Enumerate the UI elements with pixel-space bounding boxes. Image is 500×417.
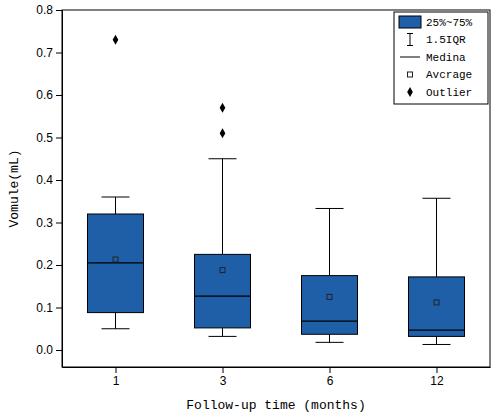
box <box>88 214 144 313</box>
box-group <box>88 35 144 329</box>
y-tick-label: 0.1 <box>36 301 53 315</box>
y-tick-label: 0.0 <box>36 343 53 357</box>
legend-symbol <box>407 87 413 97</box>
box <box>409 277 465 337</box>
legend-symbol <box>399 16 421 28</box>
y-tick-label: 0.5 <box>36 131 53 145</box>
median-line <box>195 295 251 296</box>
y-tick: 0.5 <box>36 131 62 145</box>
mean-marker <box>220 268 225 273</box>
box <box>195 254 251 328</box>
y-tick-label: 0.2 <box>36 258 53 272</box>
legend-frame <box>394 12 488 104</box>
x-tick-label: 12 <box>430 374 444 388</box>
legend-label: Outlier <box>426 87 472 99</box>
y-tick-mark <box>56 10 62 11</box>
y-tick-mark <box>56 138 62 139</box>
y-tick-label: 0.3 <box>36 216 53 230</box>
y-axis: 0.0 0.1 0.2 0.3 0.4 0.5 0.6 0.7 0.8 <box>36 3 62 367</box>
whisker-upper <box>436 198 437 277</box>
y-tick: 0.1 <box>36 301 62 315</box>
whisker-upper <box>115 197 116 214</box>
whisker-cap-upper <box>316 208 344 209</box>
legend-label: 1.5IQR <box>426 34 466 46</box>
whisker-upper <box>329 208 330 275</box>
whisker-lower <box>115 313 116 329</box>
outlier <box>220 103 226 113</box>
legend-label: Avcrage <box>426 69 472 81</box>
median-line <box>409 329 465 330</box>
y-tick: 0.2 <box>36 258 62 272</box>
x-tick-mark <box>116 367 117 373</box>
x-tick: 3 <box>220 367 227 388</box>
whisker-cap-lower <box>316 342 344 343</box>
y-tick-mark <box>56 180 62 181</box>
x-tick-label: 6 <box>327 374 334 388</box>
y-tick-mark <box>56 265 62 266</box>
x-axis-title: Follow-up time (months) <box>186 398 365 413</box>
whisker-lower <box>436 336 437 344</box>
legend-symbol <box>400 57 420 58</box>
y-axis-line <box>62 11 63 368</box>
whisker-cap-lower <box>102 328 130 329</box>
y-tick-mark <box>56 223 62 224</box>
x-tick-mark <box>437 367 438 373</box>
mean-marker <box>434 300 439 305</box>
whisker-lower <box>329 334 330 342</box>
x-tick-mark <box>330 367 331 373</box>
x-tick-label: 3 <box>220 374 227 388</box>
y-tick: 0.4 <box>36 173 62 187</box>
whisker-upper <box>222 159 223 255</box>
y-tick: 0.6 <box>36 88 62 102</box>
y-tick-label: 0.7 <box>36 46 53 60</box>
box-group <box>409 198 465 344</box>
y-tick: 0.8 <box>36 3 62 17</box>
whisker-cap-upper <box>209 158 237 159</box>
whisker-lower <box>222 328 223 337</box>
x-tick-mark <box>223 367 224 373</box>
y-tick-mark <box>56 308 62 309</box>
y-tick: 0.3 <box>36 216 62 230</box>
x-axis: 1 3 6 12 <box>63 367 491 388</box>
chart: 0.0 0.1 0.2 0.3 0.4 0.5 0.6 0.7 0.8 1 3 6 12 25%~75% 1… <box>0 0 500 417</box>
legend: 25%~75% 1.5IQR Medina Avcrage Outlier <box>394 12 488 104</box>
y-tick: 0.0 <box>36 343 62 357</box>
y-tick-label: 0.8 <box>36 3 53 17</box>
box-group <box>195 103 251 337</box>
y-axis-title: Vomule(mL) <box>7 149 22 227</box>
box <box>302 276 358 335</box>
mean-marker <box>327 294 332 299</box>
plot: 0.0 0.1 0.2 0.3 0.4 0.5 0.6 0.7 0.8 1 3 6 12 25%~75% 1… <box>36 3 490 387</box>
legend-symbol <box>408 72 413 77</box>
x-axis-line <box>63 367 491 368</box>
x-tick: 12 <box>430 367 444 388</box>
x-tick: 1 <box>113 367 120 388</box>
whisker-cap-upper <box>423 198 451 199</box>
y-tick-label: 0.4 <box>36 173 53 187</box>
box-group <box>302 208 358 342</box>
whisker-cap-upper <box>102 197 130 198</box>
plot-frame <box>62 10 490 367</box>
whisker-cap-lower <box>209 336 237 337</box>
whisker-cap-lower <box>423 344 451 345</box>
legend-label: 25%~75% <box>426 17 473 29</box>
y-tick-mark <box>56 95 62 96</box>
y-tick-mark <box>56 350 62 351</box>
x-tick-label: 1 <box>113 374 120 388</box>
y-tick: 0.7 <box>36 46 62 60</box>
y-tick-label: 0.6 <box>36 88 53 102</box>
legend-symbol <box>407 34 413 46</box>
y-tick-mark <box>56 53 62 54</box>
x-tick: 6 <box>327 367 334 388</box>
mean-marker <box>113 257 118 262</box>
outlier <box>220 128 226 138</box>
outlier <box>113 35 119 45</box>
legend-label: Medina <box>426 52 466 64</box>
median-line <box>302 321 358 322</box>
